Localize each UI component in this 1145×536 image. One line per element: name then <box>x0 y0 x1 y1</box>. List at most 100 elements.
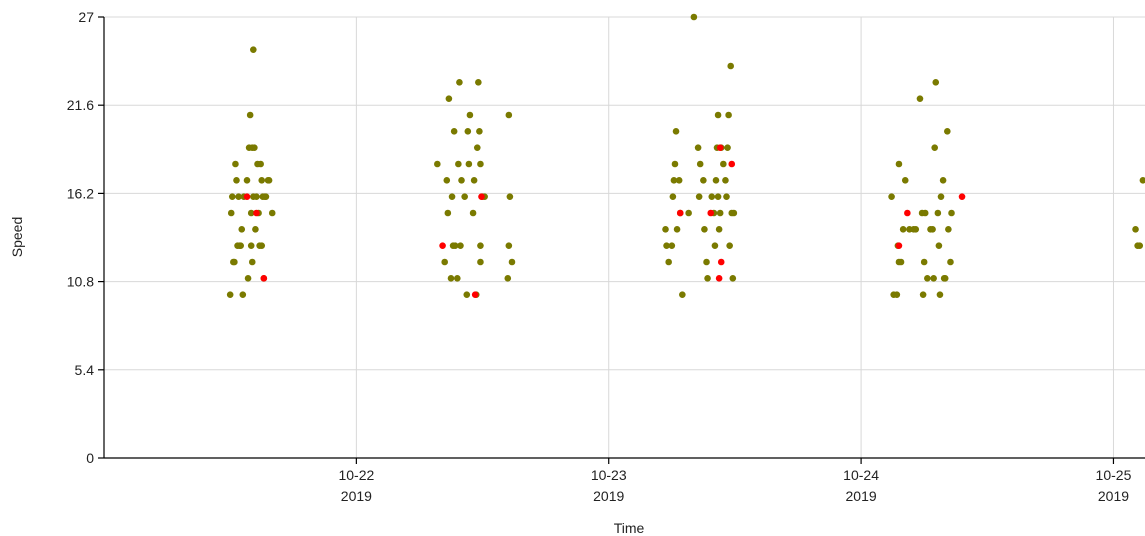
x-tick-label: 10-25 <box>1096 467 1132 483</box>
data-point <box>916 95 924 102</box>
x-tick-label: 10-22 <box>338 467 374 483</box>
data-point <box>250 46 257 53</box>
data-point <box>448 193 456 200</box>
data-point <box>439 242 446 249</box>
data-point <box>476 128 483 135</box>
data-point <box>685 209 692 217</box>
data-point <box>727 62 735 70</box>
data-point <box>1139 177 1145 184</box>
data-point <box>958 193 966 200</box>
data-point <box>477 242 484 249</box>
axes <box>103 17 1145 459</box>
data-point <box>475 79 482 86</box>
data-point <box>243 177 251 184</box>
data-point <box>690 13 698 21</box>
y-axis-ticks: 0 5.4 10.8 16.2 21.6 27 <box>67 9 104 466</box>
x-tick-label: 10-23 <box>591 467 627 483</box>
x-axis-title: Time <box>614 520 645 536</box>
data-point <box>508 258 516 266</box>
data-point <box>447 275 455 282</box>
data-point <box>232 160 239 168</box>
data-point <box>934 209 942 217</box>
data-point <box>948 209 955 217</box>
data-point <box>253 209 260 217</box>
data-point <box>464 128 472 135</box>
data-point <box>899 226 907 233</box>
data-point <box>463 291 471 298</box>
data-point <box>893 291 901 298</box>
data-point <box>248 258 256 266</box>
data-point <box>941 275 949 282</box>
x-tick-year-label: 2019 <box>341 488 372 504</box>
x-tick-year-label: 2019 <box>593 488 624 504</box>
data-point <box>904 209 911 217</box>
data-point <box>716 144 724 151</box>
data-point <box>505 242 513 249</box>
data-point <box>244 275 252 282</box>
data-point <box>246 111 254 119</box>
data-point <box>262 193 270 200</box>
grid-lines <box>104 16 1145 458</box>
data-point <box>707 209 715 217</box>
data-point <box>715 226 723 233</box>
y-axis-title: Speed <box>9 217 25 257</box>
data-point <box>920 258 928 266</box>
data-point <box>708 193 716 200</box>
data-point <box>444 209 452 217</box>
data-point <box>450 128 458 135</box>
data-point <box>505 111 513 119</box>
data-point <box>239 291 247 298</box>
data-point <box>268 209 276 217</box>
data-point <box>939 177 947 184</box>
data-point <box>945 226 952 233</box>
data-point <box>930 275 937 282</box>
y-tick-label: 10.8 <box>67 274 94 290</box>
data-point <box>477 258 484 266</box>
y-tick-label: 16.2 <box>67 185 94 201</box>
data-point <box>714 111 722 119</box>
data-point <box>669 193 677 200</box>
data-point <box>235 193 242 200</box>
data-point <box>668 242 676 249</box>
data-point <box>673 226 681 233</box>
data-point <box>715 275 723 282</box>
data-point <box>935 242 943 249</box>
data-point <box>679 291 686 298</box>
data-point <box>226 291 234 298</box>
data-point <box>726 242 733 249</box>
data-point <box>253 193 260 200</box>
data-point <box>895 160 903 168</box>
data-point <box>704 275 711 282</box>
data-point <box>257 160 264 168</box>
data-point <box>921 209 929 217</box>
data-point <box>901 177 909 184</box>
data-point <box>258 242 266 249</box>
data-point <box>711 242 719 249</box>
data-point <box>720 160 727 168</box>
data-point <box>725 111 732 119</box>
data-point <box>730 209 738 217</box>
data-point <box>1132 226 1139 233</box>
data-point <box>265 177 273 184</box>
data-point <box>469 209 477 217</box>
y-tick-label: 21.6 <box>67 97 94 113</box>
data-point <box>471 291 479 298</box>
data-point <box>504 275 512 282</box>
data-point <box>675 177 683 184</box>
data-point <box>944 128 951 135</box>
data-point <box>506 193 514 200</box>
data-point <box>703 258 710 266</box>
data-point <box>672 128 680 135</box>
data-point <box>247 242 255 249</box>
data-point <box>663 242 670 249</box>
data-point <box>457 242 464 249</box>
data-point <box>919 291 927 298</box>
data-point <box>897 258 905 266</box>
data-point <box>456 79 463 86</box>
data-point <box>931 144 938 151</box>
data-point <box>233 177 240 184</box>
data-points <box>226 13 1145 298</box>
data-point <box>694 144 702 151</box>
data-point <box>458 177 465 184</box>
